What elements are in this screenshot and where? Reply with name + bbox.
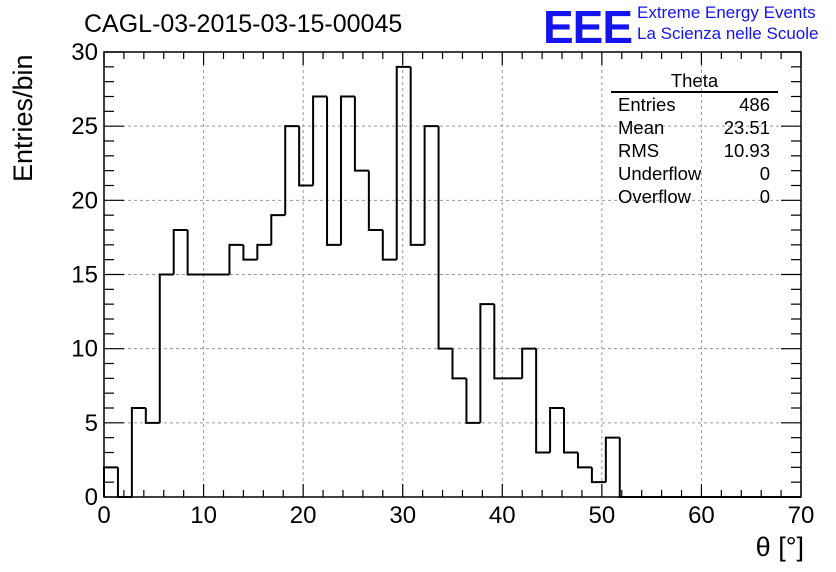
stats-row-mean: Mean 23.51 (611, 116, 778, 139)
stats-label: RMS (618, 140, 660, 161)
x-tick-label: 50 (589, 502, 616, 529)
x-tick-label: 70 (788, 502, 815, 529)
y-tick-label: 5 (85, 410, 98, 437)
histogram-bin (158, 273, 174, 423)
x-tick-label: 10 (190, 502, 217, 529)
histogram-bin (590, 467, 606, 484)
x-tick-label: 0 (97, 502, 110, 529)
histogram-bin (298, 126, 314, 187)
stats-row-entries: Entries 486 (611, 93, 778, 116)
histogram-bin (270, 214, 286, 245)
eee-logo-line2: La Scienza nelle Scuole (637, 24, 819, 43)
stats-value: 23.51 (723, 117, 770, 138)
histogram-bin (312, 95, 328, 186)
histogram-bin (284, 125, 300, 216)
eee-logo: EEE (543, 1, 633, 53)
x-tick-label: 30 (389, 502, 416, 529)
stats-label: Overflow (618, 186, 691, 207)
histogram-bin (339, 95, 355, 245)
stats-label: Underflow (618, 163, 702, 184)
histogram-bin (326, 96, 341, 246)
histogram-bin (353, 96, 369, 172)
stats-row-overflow: Overflow 0 (611, 185, 778, 208)
histogram-bin (256, 243, 272, 260)
histogram-bin (409, 66, 425, 246)
histogram-bin (228, 243, 244, 275)
histogram-bin (451, 348, 467, 380)
histogram-bin (144, 408, 160, 424)
y-tick-label: 15 (71, 262, 98, 289)
axis-ticks (103, 51, 802, 498)
y-axis-label: Entries/bin (8, 54, 38, 182)
histogram-bin (242, 244, 258, 261)
stats-row-underflow: Underflow 0 (611, 162, 778, 185)
y-tick-label: 0 (85, 484, 98, 511)
histogram-bin (395, 65, 411, 260)
chart-title: CAGL-03-2015-03-15-00045 (84, 10, 403, 38)
stats-label: Entries (618, 94, 676, 115)
histogram-bin (437, 126, 453, 350)
x-axis-label: θ [°] (755, 532, 804, 562)
x-tick-label: 40 (489, 502, 516, 529)
eee-logo-line1: Extreme Energy Events (637, 3, 816, 22)
histogram-bin (604, 436, 620, 483)
histogram-bin (618, 437, 634, 498)
stats-row-rms: RMS 10.93 (611, 139, 778, 162)
histogram-bin (521, 347, 537, 379)
histogram-bin (479, 303, 495, 423)
histogram-bin (367, 170, 383, 231)
stats-value: 10.93 (723, 140, 770, 161)
tick-labels: 0 10 20 30 40 50 60 70 0 5 10 15 20 25 30 (71, 39, 814, 529)
stats-label: Mean (618, 117, 665, 138)
histogram-bin (535, 348, 551, 454)
histogram-bin (563, 408, 578, 454)
histogram-bin (423, 125, 439, 245)
histogram-bin (576, 452, 592, 469)
histogram-bin (465, 378, 481, 424)
histogram-bin (116, 467, 132, 498)
histogram-bins (103, 65, 801, 498)
y-tick-label: 30 (71, 39, 98, 66)
histogram-bin (172, 229, 188, 275)
histogram-bin (130, 407, 146, 497)
stats-box: Theta Entries 486 Mean 23.51 RMS 10.93 U… (611, 70, 778, 208)
y-tick-label: 20 (71, 187, 98, 214)
x-tick-label: 60 (688, 502, 715, 529)
histogram-bin (186, 230, 202, 276)
histogram-bin (549, 407, 565, 453)
stats-value: 0 (759, 163, 770, 184)
y-tick-label: 10 (71, 336, 98, 363)
x-tick-label: 20 (290, 502, 317, 529)
stats-value: 486 (739, 94, 770, 115)
stats-title: Theta (611, 70, 778, 93)
stats-value: 0 (759, 186, 770, 207)
histogram-bin (381, 230, 397, 261)
y-tick-label: 25 (71, 113, 98, 140)
histogram-bin (493, 304, 509, 380)
